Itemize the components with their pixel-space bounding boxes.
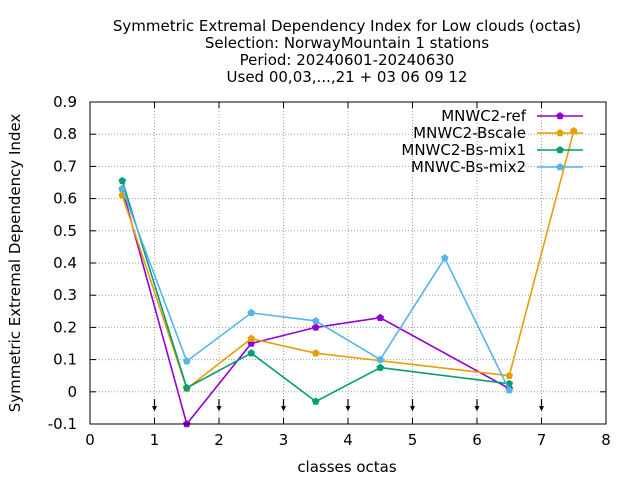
data-point — [182, 383, 191, 392]
x-tick-label: 8 — [601, 431, 611, 449]
series-line — [121, 188, 510, 426]
legend-label: MNWC2-ref — [441, 107, 526, 125]
threshold-arrow-head — [410, 406, 415, 412]
y-tick-label: 0.9 — [53, 93, 77, 111]
y-tick-label: 0 — [67, 383, 77, 401]
y-tick-label: 0.3 — [53, 286, 77, 304]
data-point — [182, 357, 191, 365]
x-tick-label: 0 — [85, 431, 95, 449]
y-tick-label: 0.6 — [53, 190, 77, 208]
series-mnwc2-bs-mix1 — [118, 176, 514, 405]
axis-ticks: 0 1 2 3 4 5 6 7 8 -0.1 0 0.1 0.2 0.3 0.4 0.5 0.6 0.7 0.8 0.… — [48, 93, 611, 449]
threshold-markers — [152, 399, 544, 412]
title-line-1: Symmetric Extremal Dependency Index for … — [113, 17, 581, 35]
data-point — [311, 316, 320, 325]
data-point — [247, 308, 256, 317]
series-layer — [118, 126, 578, 428]
legend-swatch-marker — [556, 163, 564, 171]
data-point — [376, 355, 385, 363]
data-point — [376, 363, 385, 371]
data-point — [311, 323, 320, 331]
legend-swatch-marker — [556, 112, 564, 120]
threshold-arrow-head — [216, 406, 222, 412]
threshold-arrow-head — [281, 406, 286, 412]
x-tick-label: 7 — [537, 431, 547, 449]
data-point — [118, 176, 127, 185]
y-tick-label: 0.5 — [53, 222, 77, 240]
legend: MNWC2-refMNWC2-BscaleMNWC2-Bs-mix1MNWC-B… — [401, 107, 583, 176]
y-axis-label: Symmetric Extremal Dependency Index — [6, 114, 24, 413]
data-point — [118, 184, 127, 193]
y-tick-label: 0.1 — [53, 351, 77, 369]
y-tick-label: 0.8 — [53, 125, 77, 143]
title-line-4: Used 00,03,...,21 + 03 06 09 12 — [227, 68, 468, 86]
legend-swatch-marker — [556, 146, 564, 154]
series-mnwc2-ref — [118, 184, 514, 428]
x-tick-label: 5 — [408, 431, 418, 449]
y-tick-label: 0.7 — [53, 157, 77, 175]
y-tick-label: -0.1 — [48, 415, 77, 433]
series-mnwc2-bscale — [118, 126, 578, 392]
series-line — [121, 180, 510, 403]
series-line — [121, 130, 575, 390]
data-point — [311, 397, 320, 405]
legend-label: MNWC2-Bs-mix1 — [401, 141, 526, 159]
threshold-arrow-head — [539, 406, 544, 412]
data-point — [311, 349, 320, 357]
x-tick-label: 6 — [472, 431, 482, 449]
x-axis-label: classes octas — [297, 458, 397, 476]
data-point — [440, 254, 449, 262]
title-line-3: Period: 20240601-20240630 — [240, 51, 455, 69]
x-tick-label: 3 — [279, 431, 289, 449]
threshold-arrow-head — [152, 406, 157, 412]
data-point — [376, 313, 385, 321]
y-tick-label: 0.4 — [53, 254, 77, 272]
x-tick-label: 1 — [150, 431, 160, 449]
data-point — [505, 386, 514, 394]
data-point — [247, 334, 256, 342]
legend-swatch-marker — [556, 129, 564, 137]
legend-label: MNWC2-Bscale — [413, 124, 526, 142]
y-tick-label: 0.2 — [53, 318, 77, 336]
threshold-arrow-head — [345, 406, 351, 412]
data-point — [505, 371, 514, 379]
x-tick-label: 2 — [214, 431, 224, 449]
legend-label: MNWC-Bs-mix2 — [411, 158, 526, 176]
title-line-2: Selection: NorwayMountain 1 stations — [205, 34, 489, 52]
threshold-arrow-head — [474, 406, 480, 412]
chart-title: Symmetric Extremal Dependency Index for … — [113, 17, 581, 86]
grid — [90, 102, 606, 424]
x-tick-label: 4 — [343, 431, 353, 449]
series-mnwc-bs-mix2 — [118, 184, 514, 394]
data-point — [247, 349, 256, 357]
